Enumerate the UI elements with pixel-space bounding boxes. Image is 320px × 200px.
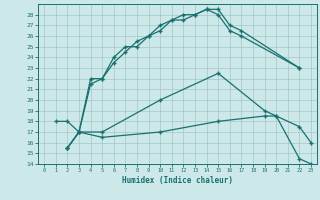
X-axis label: Humidex (Indice chaleur): Humidex (Indice chaleur) — [122, 176, 233, 185]
